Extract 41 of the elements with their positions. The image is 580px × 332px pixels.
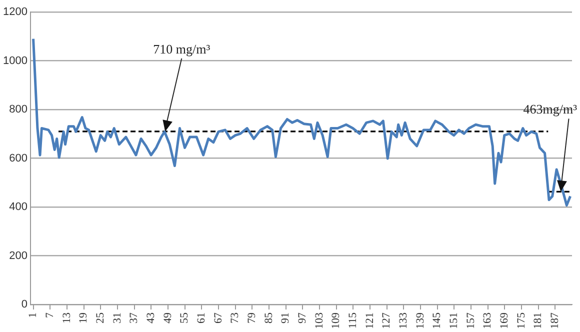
x-tick-label: 91 — [280, 312, 292, 324]
y-tick-label: 200 — [9, 250, 28, 262]
y-tick-label: 400 — [9, 201, 28, 214]
x-tick-label: 127 — [380, 312, 393, 329]
x-tick-label: 139 — [414, 312, 426, 329]
x-tick-label: 115 — [347, 312, 360, 329]
annotation: 710 mg/m³ — [153, 41, 210, 56]
x-tick-label: 151 — [448, 312, 460, 329]
x-tick-label: 67 — [212, 312, 224, 324]
x-tick-label: 37 — [128, 312, 140, 324]
x-tick-label: 133 — [398, 312, 410, 329]
x-tick-label: 181 — [532, 312, 544, 329]
x-tick-label: 187 — [549, 312, 562, 329]
x-tick-label: 25 — [94, 312, 107, 324]
x-tick-label: 103 — [313, 312, 326, 329]
x-tick-label: 169 — [498, 312, 511, 329]
x-tick-label: 175 — [515, 312, 528, 329]
annotation: 463mg/m³ — [523, 102, 578, 117]
x-tick-label: 121 — [364, 312, 376, 329]
x-tick-label: 13 — [60, 312, 73, 324]
x-tick-label: 97 — [296, 312, 309, 324]
y-tick-label: 800 — [9, 104, 28, 116]
x-tick-label: 157 — [464, 312, 477, 329]
x-tick-label: 79 — [246, 312, 258, 324]
x-tick-label: 55 — [178, 312, 191, 324]
x-tick-label: 85 — [262, 312, 275, 324]
y-tick-label: 1000 — [2, 54, 28, 67]
x-tick-label: 73 — [229, 312, 242, 324]
x-tick-label: 145 — [431, 312, 444, 329]
x-tick-label: 31 — [111, 312, 124, 324]
x-tick-label: 109 — [330, 312, 342, 329]
y-tick-label: 0 — [21, 298, 28, 311]
y-tick-label: 1200 — [2, 6, 28, 18]
x-tick-label: 61 — [196, 312, 208, 324]
x-tick-label: 163 — [482, 312, 494, 329]
x-tick-label: 19 — [78, 312, 90, 324]
x-tick-label: 49 — [162, 312, 174, 324]
x-tick-label: 1 — [27, 312, 40, 318]
x-tick-label: 7 — [44, 312, 56, 318]
x-tick-label: 43 — [145, 312, 158, 324]
y-tick-label: 600 — [9, 152, 28, 164]
